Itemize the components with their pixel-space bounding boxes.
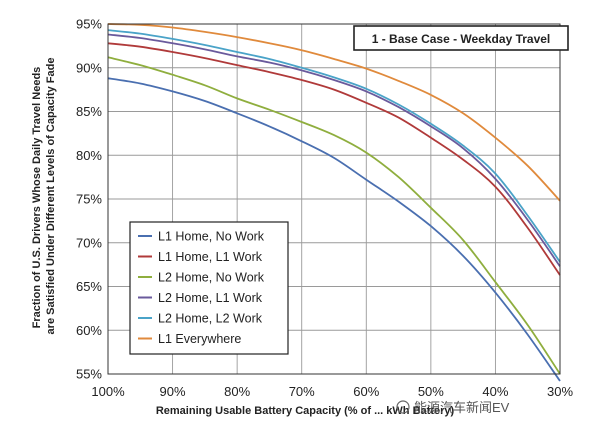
x-axis-title: Remaining Usable Battery Capacity (% of … <box>156 405 455 417</box>
x-tick-label: 70% <box>289 384 315 399</box>
x-tick-label: 80% <box>224 384 250 399</box>
y-tick-label: 60% <box>76 323 102 338</box>
series-line-6 <box>107 23 561 202</box>
x-axis-ticks: 100% 90% 80% 70% 60% 50% 40% 30% <box>91 384 573 399</box>
legend-items: L1 Home, No Work L1 Home, L1 Work L2 Home,… <box>138 230 265 346</box>
series-line-3 <box>107 56 561 375</box>
y-tick-label: 65% <box>76 279 102 294</box>
y-axis-title-line-2: are Satisfied Under Different Levels of … <box>45 58 57 335</box>
x-tick-label: 60% <box>353 384 379 399</box>
y-tick-label: 80% <box>76 148 102 163</box>
watermark: 能源汽车新闻EV <box>396 400 510 415</box>
legend-label: L1 Everywhere <box>158 332 241 346</box>
series-line-4 <box>107 33 561 267</box>
chart-title-frame <box>353 25 569 51</box>
y-axis-title: Fraction of U.S. Drivers Whose Daily Tra… <box>31 58 57 335</box>
x-tick-label: 40% <box>482 384 508 399</box>
y-tick-label: 70% <box>76 235 102 250</box>
x-tick-label: 90% <box>160 384 186 399</box>
chart-title: 1 - Base Case - Weekday Travel <box>372 32 551 46</box>
y-axis-title-line-1: Fraction of U.S. Drivers Whose Daily Tra… <box>31 67 43 329</box>
y-tick-label: 85% <box>76 104 102 119</box>
plot-frame <box>107 23 561 375</box>
watermark-text: 能源汽车新闻EV <box>414 400 510 415</box>
x-tick-label: 50% <box>418 384 444 399</box>
y-tick-label: 95% <box>76 17 102 32</box>
legend-label: L2 Home, L1 Work <box>158 291 263 305</box>
legend-label: L1 Home, L1 Work <box>158 250 263 264</box>
series-line-5 <box>107 29 561 263</box>
y-tick-label: 55% <box>76 367 102 382</box>
legend-label: L2 Home, L2 Work <box>158 312 263 326</box>
x-tick-label: 30% <box>547 384 573 399</box>
legend-label: L1 Home, No Work <box>158 230 265 244</box>
legend: L1 Home, No Work L1 Home, L1 Work L2 Home,… <box>129 221 289 355</box>
series-lines <box>107 23 561 382</box>
x-tick-label: 100% <box>91 384 125 399</box>
y-tick-label: 75% <box>76 192 102 207</box>
chart-title-box: 1 - Base Case - Weekday Travel <box>353 25 569 51</box>
legend-frame <box>129 221 289 355</box>
y-axis-ticks: 95% 90% 85% 80% 75% 70% 65% 60% 55% <box>76 17 102 382</box>
series-line-2 <box>107 42 561 276</box>
series-line-1 <box>107 77 561 382</box>
legend-label: L2 Home, No Work <box>158 271 265 285</box>
watermark-logo-icon <box>396 400 410 414</box>
y-tick-label: 90% <box>76 60 102 75</box>
